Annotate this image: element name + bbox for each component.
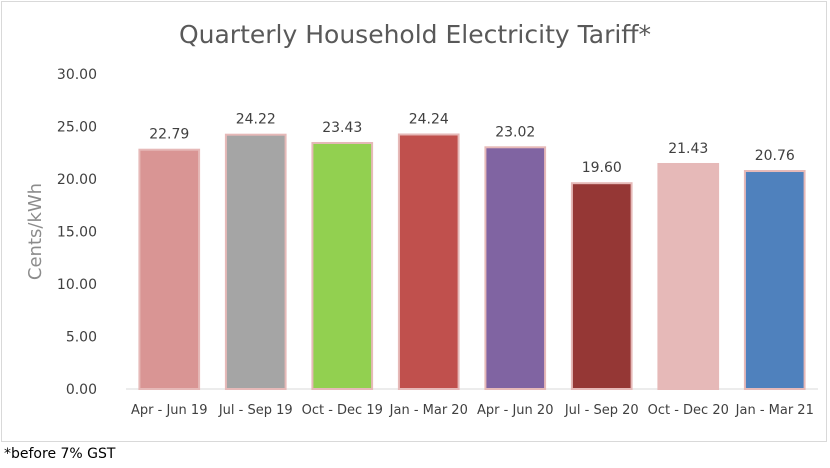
data-label: 22.79 (149, 127, 189, 143)
data-label: 19.60 (582, 160, 622, 176)
data-label: 23.43 (322, 120, 362, 136)
bar (484, 146, 547, 390)
data-label: 20.76 (755, 148, 795, 164)
y-tick-label: 5.00 (66, 330, 97, 346)
y-tick-label: 25.00 (57, 120, 97, 136)
bar (311, 141, 374, 390)
y-tick-label: 30.00 (57, 67, 97, 83)
chart-title: Quarterly Household Electricity Tariff* (178, 20, 652, 49)
bar (138, 148, 201, 390)
data-label: 21.43 (668, 141, 708, 157)
x-tick-label: Jul - Sep 19 (218, 403, 293, 418)
bar (743, 170, 806, 390)
data-label: 24.22 (236, 112, 276, 128)
bar (657, 162, 720, 390)
data-label: 23.02 (495, 124, 535, 140)
y-tick-label: 20.00 (57, 172, 97, 188)
bar (224, 133, 287, 390)
x-tick-label: Oct - Dec 20 (648, 403, 729, 418)
x-tick-label: Jan - Mar 20 (389, 403, 468, 418)
y-axis-label: Cents/kWh (25, 183, 46, 280)
bar (397, 133, 460, 390)
y-tick-label: 10.00 (57, 277, 97, 293)
data-label: 24.24 (409, 111, 449, 127)
x-tick-label: Oct - Dec 19 (302, 403, 383, 418)
footnote: *before 7% GST (4, 446, 116, 462)
y-tick-label: 0.00 (66, 382, 97, 398)
x-tick-label: Jul - Sep 20 (564, 403, 639, 418)
bar-chart: Cents/kWh 0.00 5.00 10.00 15.00 20.00 25.00 30.… (25, 67, 818, 418)
bar (570, 182, 633, 390)
x-tick-label: Apr - Jun 19 (131, 403, 207, 418)
x-tick-label: Jan - Mar 21 (735, 403, 814, 418)
y-tick-label: 15.00 (57, 225, 97, 241)
x-tick-label: Apr - Jun 20 (477, 403, 553, 418)
